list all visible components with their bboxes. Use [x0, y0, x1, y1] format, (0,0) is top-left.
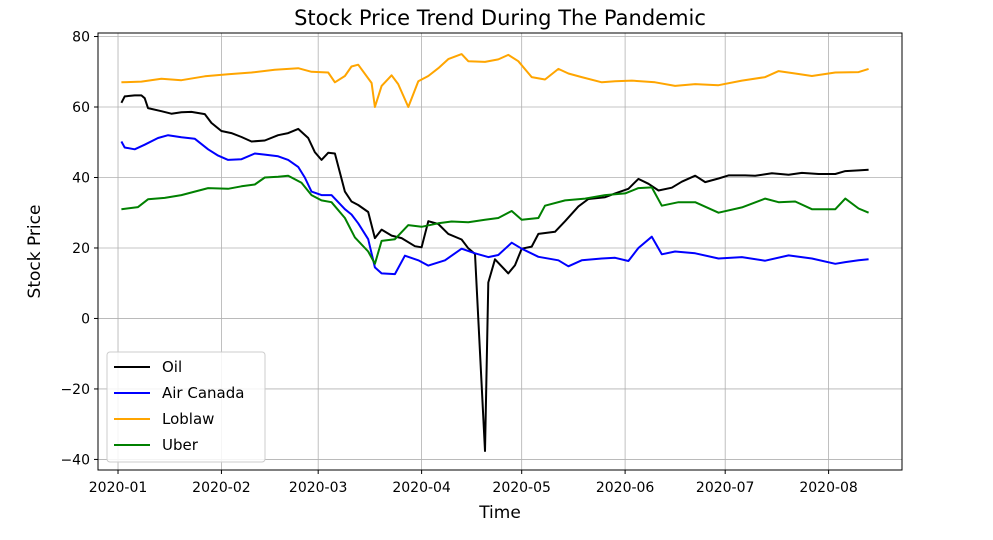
series-line-oil: [120, 94, 869, 452]
x-tick-label: 2020-06: [596, 480, 655, 496]
y-tick-label: 60: [72, 100, 90, 116]
y-tick-label: 80: [72, 30, 90, 46]
grid: [98, 33, 902, 470]
y-tick-label: 0: [81, 311, 90, 327]
legend-box: [106, 351, 266, 463]
y-tick-label: 20: [72, 241, 90, 257]
y-tick-label: −20: [60, 382, 90, 398]
x-axis: 2020-01 2020-02 2020-03 2020-04 2020-05 2020-…: [89, 470, 858, 496]
x-tick-label: 2020-04: [392, 480, 451, 496]
x-tick-label: 2020-05: [492, 480, 551, 496]
x-tick-label: 2020-02: [192, 480, 251, 496]
series-line-uber: [121, 174, 869, 265]
chart-title: Stock Price Trend During The Pandemic: [294, 6, 706, 30]
legend-label: Uber: [162, 436, 199, 454]
series-line-air-canada: [120, 134, 869, 276]
x-tick-label: 2020-08: [799, 480, 858, 496]
series-line-loblaw: [121, 53, 869, 108]
legend: Oil Air Canada Loblaw Uber: [106, 351, 266, 463]
x-tick-label: 2020-07: [696, 480, 755, 496]
y-axis-label: Stock Price: [25, 205, 45, 299]
x-tick-label: 2020-03: [289, 480, 348, 496]
x-axis-label: Time: [478, 503, 521, 523]
x-tick-label: 2020-01: [89, 480, 148, 496]
y-axis: −40 −20 0 20 40 60 80: [60, 30, 98, 468]
legend-label: Oil: [162, 358, 182, 376]
plot-area-frame: [97, 32, 903, 471]
y-tick-label: 40: [72, 170, 90, 186]
y-tick-label: −40: [60, 452, 90, 468]
legend-label: Air Canada: [162, 384, 244, 402]
legend-label: Loblaw: [162, 410, 214, 428]
series-layer: [120, 53, 869, 452]
